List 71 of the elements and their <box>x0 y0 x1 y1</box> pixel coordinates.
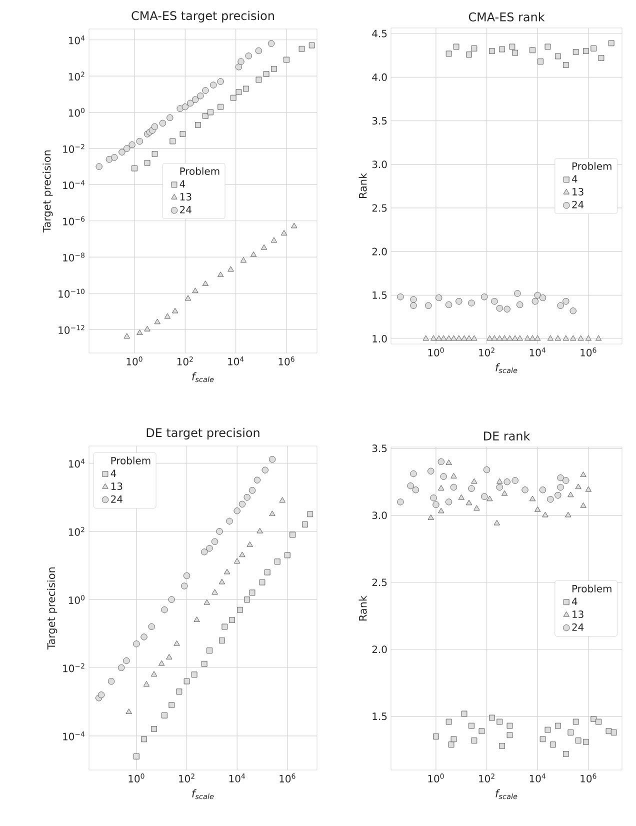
y-tick-label: 4.5 <box>372 30 387 38</box>
y-axis-title: Rank <box>358 595 367 621</box>
y-tick-label: 10$^{−10}$ <box>58 288 85 298</box>
y-tick-label: 1.5 <box>372 291 387 299</box>
x-tick-label: 10$^{2}$ <box>479 348 494 356</box>
x-axis-title: f$_{scale}$ <box>496 363 518 374</box>
chart-title: CMA-ES target precision <box>132 10 274 22</box>
legend-label: 13 <box>111 482 122 490</box>
y-tick-label: 10$^{4}$ <box>68 35 85 44</box>
legend-label: 4 <box>110 470 116 477</box>
y-tick-label: 1.0 <box>372 334 387 343</box>
y-tick-label: 10$^{−2}$ <box>63 663 84 672</box>
legend-label: 24 <box>111 495 122 503</box>
x-tick-label: 10$^{0}$ <box>128 774 144 782</box>
x-axis-title: f$_{scale}$ <box>496 789 518 800</box>
legend-label: 13 <box>572 610 584 618</box>
y-tick-label: 2.5 <box>372 204 387 212</box>
y-tick-label: 10$^{4}$ <box>68 458 85 468</box>
y-axis-title: Target precision <box>47 567 58 650</box>
x-tick-label: 10$^{2}$ <box>479 774 494 782</box>
chart-title: DE rank <box>484 431 530 440</box>
y-tick-label: 10$^{−2}$ <box>63 144 84 153</box>
x-tick-label: 10$^{6}$ <box>280 774 296 782</box>
legend-label: 4 <box>572 598 578 606</box>
legend-label: 4 <box>180 180 186 188</box>
x-tick-label: 10$^{0}$ <box>428 774 444 782</box>
legend-label: 13 <box>572 188 584 196</box>
x-tick-label: 10$^{4}$ <box>229 774 246 782</box>
legend-title: Problem <box>572 584 612 592</box>
x-tick-label: 10$^{6}$ <box>580 774 596 782</box>
y-tick-label: 2.0 <box>372 248 387 256</box>
x-tick-label: 10$^{2}$ <box>179 774 194 782</box>
y-tick-label: 1.5 <box>372 712 387 720</box>
chart-title: CMA-ES rank <box>468 12 545 22</box>
legend-title: Problem <box>111 456 150 464</box>
x-axis-title: f$_{scale}$ <box>192 372 214 382</box>
y-tick-label: 3.5 <box>372 117 387 125</box>
y-tick-label: 3.0 <box>372 160 387 168</box>
y-axis-title: Target precision <box>42 150 53 232</box>
x-tick-label: 10$^{4}$ <box>530 348 546 356</box>
y-tick-label: 10$^{0}$ <box>68 595 85 604</box>
legend-title: Problem <box>572 162 612 170</box>
y-tick-label: 10$^{−6}$ <box>63 216 85 226</box>
y-tick-label: 10$^{−4}$ <box>63 180 85 190</box>
x-tick-label: 10$^{4}$ <box>530 774 546 782</box>
x-tick-label: 10$^{0}$ <box>126 356 142 366</box>
y-tick-label: 10$^{0}$ <box>68 108 85 117</box>
legend-title: Problem <box>180 167 220 175</box>
x-tick-label: 10$^{0}$ <box>428 348 444 356</box>
y-tick-label: 10$^{−4}$ <box>63 732 85 740</box>
legend-label: 24 <box>180 206 192 214</box>
y-tick-label: 10$^{2}$ <box>68 72 84 81</box>
y-axis-title: Rank <box>358 172 367 198</box>
y-tick-label: 3.0 <box>372 512 387 520</box>
y-tick-label: 10$^{2}$ <box>68 526 84 536</box>
y-tick-label: 2.5 <box>372 578 387 586</box>
legend-label: 24 <box>572 623 584 631</box>
y-tick-label: 3.5 <box>372 444 387 452</box>
chart-title: DE target precision <box>146 428 260 440</box>
y-tick-label: 4.0 <box>372 73 387 81</box>
y-tick-label: 2.0 <box>372 646 387 654</box>
y-tick-label: 10$^{−8}$ <box>63 252 84 262</box>
y-tick-label: 10$^{−12}$ <box>58 324 84 334</box>
x-axis-title: f$_{scale}$ <box>192 789 214 800</box>
legend-label: 24 <box>572 200 584 208</box>
legend-label: 4 <box>572 175 578 183</box>
legend-label: 13 <box>180 193 192 201</box>
x-tick-label: 10$^{4}$ <box>228 356 244 366</box>
x-tick-label: 10$^{2}$ <box>177 356 193 366</box>
x-tick-label: 10$^{6}$ <box>278 356 294 366</box>
x-tick-label: 10$^{6}$ <box>580 348 596 356</box>
